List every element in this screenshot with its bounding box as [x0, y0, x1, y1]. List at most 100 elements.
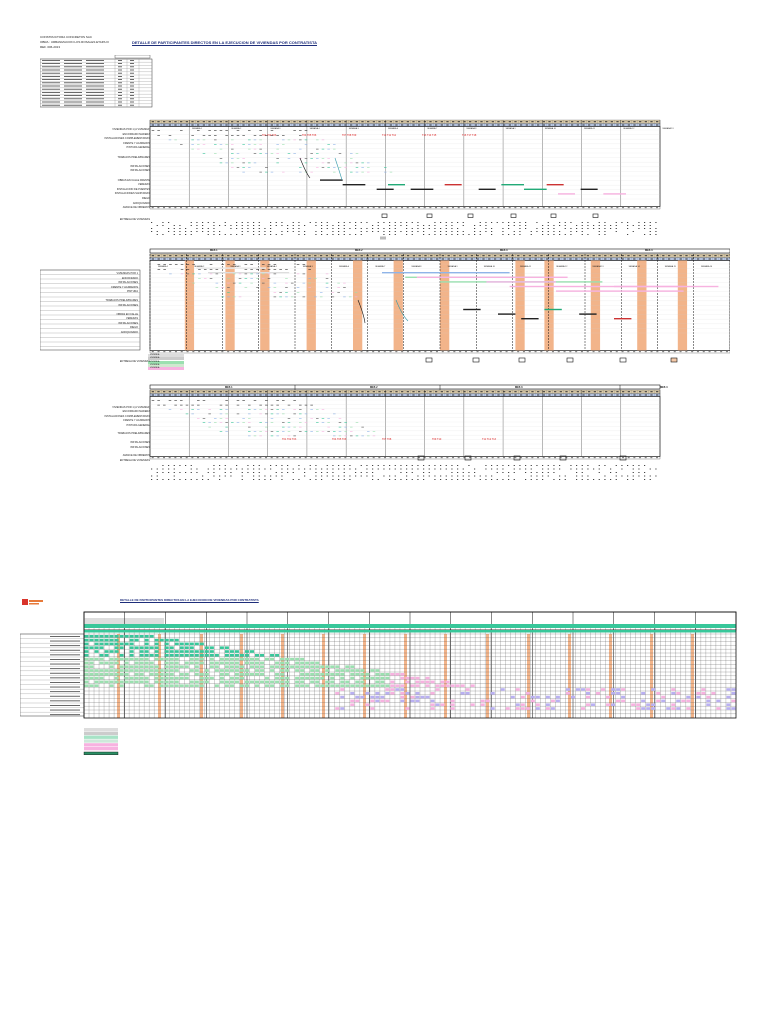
footer-value: [720, 351, 723, 353]
axis-number: [315, 234, 317, 235]
header-tick-text: [616, 124, 619, 126]
header-tick-text: [679, 258, 682, 260]
header-tick-text: [650, 258, 653, 260]
axis-number: [581, 231, 583, 232]
header-tick-text: [186, 255, 189, 257]
footer-value: [174, 351, 177, 353]
task-cell: [646, 707, 651, 710]
task-mark: [236, 404, 240, 406]
header-tick-text: [482, 255, 485, 257]
task-cell: [244, 673, 249, 676]
task-mark: [261, 282, 265, 284]
task-mark: [157, 269, 161, 270]
axis-number: [207, 472, 209, 473]
header-tick-text: [554, 121, 557, 123]
footer-value: [551, 351, 554, 353]
task-cell: [380, 695, 385, 699]
task-cell: [731, 699, 736, 703]
task-bar: [498, 313, 516, 315]
header-tick-text: [333, 121, 336, 123]
axis-number: [219, 225, 221, 226]
task-bar: [509, 285, 684, 288]
task-mark: [163, 269, 166, 270]
axis-number: [485, 231, 487, 232]
header-tick-text: [616, 391, 619, 393]
task-mark: [174, 139, 177, 141]
task-cell: [365, 676, 370, 680]
task-cell: [395, 673, 400, 676]
task-cell: [440, 684, 445, 687]
axis-number: [338, 468, 340, 470]
task-cell: [285, 661, 290, 665]
header-tick-text: [685, 258, 688, 260]
header-tick-text: [259, 124, 262, 126]
task-cell: [94, 669, 99, 672]
task-mark: [238, 273, 242, 275]
task-cell: [731, 688, 736, 691]
axis-number: [542, 225, 544, 226]
axis-number: [168, 479, 170, 480]
axis-number: [417, 465, 419, 466]
task-mark: [293, 139, 296, 141]
task-cell: [360, 669, 365, 672]
axis-number: [576, 475, 578, 477]
top-red-note: T13 T14 T15: [422, 134, 437, 137]
footer-axis: [149, 456, 661, 460]
header-tick-text: [474, 124, 477, 126]
header-tick-text: [542, 391, 545, 393]
axis-number: [536, 228, 538, 229]
middle-week-label: SEMANA 4: [266, 266, 277, 268]
footer-value: [469, 207, 472, 209]
task-mark: [270, 171, 274, 173]
task-mark: [253, 153, 257, 154]
axis-number: [185, 472, 187, 473]
task-cell: [285, 665, 290, 668]
middle-week-label: SEMANA 16: [701, 266, 713, 268]
task-mark: [361, 162, 364, 164]
task-cell: [99, 642, 104, 646]
gantt-top: [149, 119, 661, 240]
header-tick-text: [333, 391, 336, 393]
task-cell: [234, 673, 239, 676]
axis-number: [513, 465, 515, 466]
task-cell: [224, 684, 229, 687]
task-mark: [302, 282, 306, 284]
task-cell: [355, 673, 360, 676]
axis-number: [581, 225, 583, 226]
axis-number: [236, 468, 238, 470]
axis-number: [530, 479, 532, 480]
label-text-mark: [50, 663, 80, 665]
axis-number: [219, 234, 221, 235]
middle-row-label: PINTURA: [127, 290, 138, 293]
axis-number: [389, 231, 391, 232]
header-tick-text: [491, 391, 494, 393]
task-cell: [179, 650, 184, 653]
task-mark: [372, 435, 376, 437]
task-cell: [325, 680, 330, 684]
task-cell: [320, 665, 325, 668]
header-tick-text: [593, 124, 596, 126]
task-cell: [350, 665, 355, 668]
header-tick-text: [457, 394, 460, 396]
axis-number: [644, 228, 646, 229]
summary-text-mark: [42, 104, 60, 106]
axis-number: [530, 468, 532, 470]
header-tick-text: [384, 121, 387, 123]
task-mark: [384, 171, 387, 173]
footer-value: [378, 207, 381, 209]
task-cell: [295, 661, 300, 665]
task-cell: [370, 695, 375, 699]
task-mark: [197, 144, 200, 145]
footer-value: [270, 457, 273, 459]
task-mark: [265, 135, 268, 136]
third-red-note: T07 T08: [382, 438, 392, 441]
task-cell: [174, 684, 179, 687]
axis-number: [270, 465, 272, 466]
axis-number: [173, 472, 175, 473]
task-cell: [169, 665, 174, 668]
axis-number: [298, 222, 300, 223]
footer-value: [531, 207, 534, 209]
task-cell: [400, 692, 405, 695]
header-tick-text: [344, 391, 347, 393]
header-tick-text: [639, 394, 642, 396]
